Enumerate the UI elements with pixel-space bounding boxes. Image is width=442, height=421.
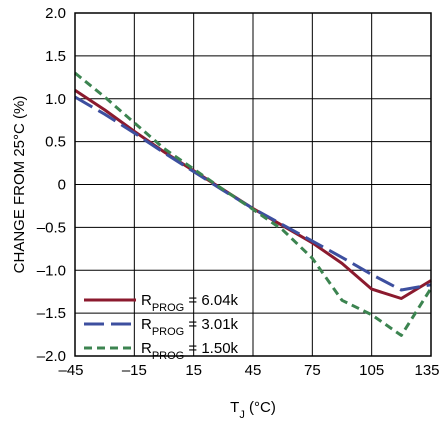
legend-label-series-1-rest: = 6.04k [184,292,238,309]
x-tick-label: 105 [359,362,384,379]
x-axis-title-main: T [230,399,239,416]
x-tick-label: 45 [245,362,262,379]
x-axis-title-unit: (°C) [245,399,276,416]
legend-label-series-3-rest: = 1.50k [184,340,238,357]
x-axis-title-sub: J [239,409,245,421]
legend: RPROG = 6.04k RPROG = 3.01k RPROG = 1.50… [84,292,239,362]
y-tick-label: –2.0 [37,348,66,365]
y-axis-ticks: 2.0 1.5 1.0 0.5 0 –0.5 –1.0 –1.5 –2.0 [37,5,66,365]
series-layer [74,71,433,337]
legend-label-series-1: RPROG = 6.04k [141,292,239,314]
legend-label-series-3-sub: PROG [152,350,184,362]
series-line-3 [74,71,433,337]
x-tick-label: –45 [58,362,83,379]
legend-label-series-2-sub: PROG [152,326,184,338]
x-tick-label: 75 [304,362,321,379]
legend-label-series-2-main: R [141,316,152,333]
x-axis-ticks: –45 –15 15 45 75 105 135 [58,362,439,379]
y-tick-label: –0.5 [37,219,66,236]
x-tick-label: –15 [122,362,147,379]
legend-label-series-1-main: R [141,292,152,309]
legend-label-series-2: RPROG = 3.01k [141,316,239,338]
legend-label-series-1-sub: PROG [152,302,184,314]
x-tick-label: 135 [414,362,439,379]
y-axis-title: CHANGE FROM 25°C (%) [11,96,28,274]
y-tick-label: –1.5 [37,305,66,322]
y-tick-label: 0.5 [45,134,66,151]
legend-label-series-3-main: R [141,340,152,357]
grid [75,13,431,356]
legend-label-series-2-rest: = 3.01k [184,316,238,333]
x-axis-title: TJ (°C) [230,399,276,421]
y-tick-label: 1.5 [45,48,66,65]
y-tick-label: 0 [58,177,66,194]
y-tick-label: –1.0 [37,262,66,279]
x-tick-label: 15 [185,362,202,379]
y-tick-label: 1.0 [45,91,66,108]
y-tick-label: 2.0 [45,5,66,22]
plot-frame [74,12,432,357]
series-line-2 [74,95,432,292]
legend-label-series-3: RPROG = 1.50k [141,340,239,362]
